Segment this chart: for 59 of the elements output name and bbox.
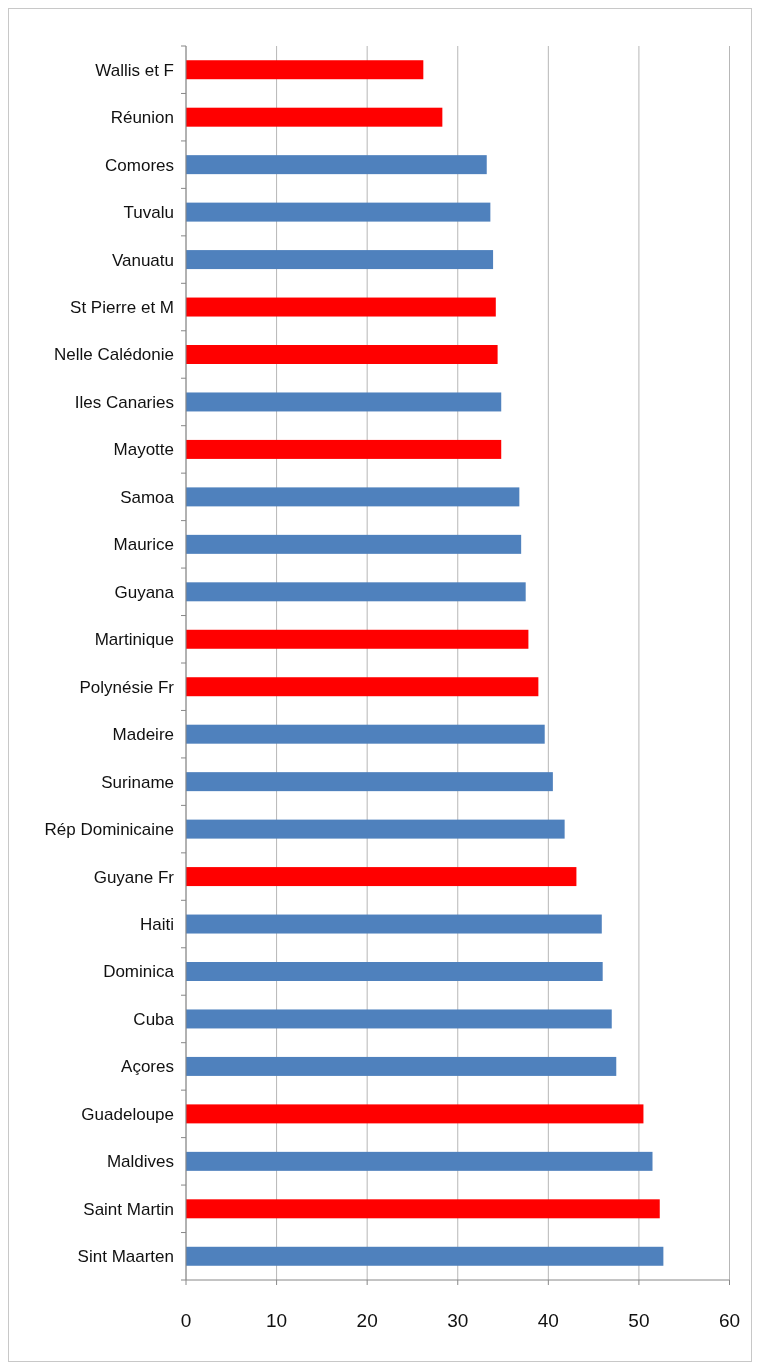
y-tick-label: Madeire	[112, 725, 174, 745]
y-tick-label: Guyana	[114, 582, 175, 602]
bar	[186, 1009, 612, 1029]
x-tick-label: 50	[628, 1310, 650, 1331]
y-tick-label: Wallis et F	[95, 60, 174, 80]
bar	[186, 1104, 644, 1124]
x-tick-label: 10	[266, 1310, 288, 1331]
y-tick-label: Guyane Fr	[93, 867, 175, 887]
bar	[186, 1246, 664, 1266]
bar	[186, 345, 498, 364]
bar	[186, 582, 526, 602]
bar	[186, 202, 491, 222]
bar	[186, 1151, 653, 1171]
y-tick-label: Suriname	[101, 772, 174, 792]
bar	[186, 155, 487, 175]
bar	[186, 392, 502, 412]
y-tick-label: St Pierre et M	[70, 297, 174, 317]
bar	[186, 487, 520, 507]
y-tick-label: Sint Maarten	[77, 1247, 174, 1267]
bar	[186, 819, 565, 839]
bar	[186, 914, 602, 934]
bar	[186, 724, 545, 744]
y-tick-label: Mayotte	[113, 440, 174, 460]
y-tick-label: Cuba	[133, 1009, 175, 1029]
bar	[186, 60, 424, 80]
y-tick-label: Haiti	[139, 914, 174, 934]
y-tick-label: Nelle Calédonie	[53, 345, 174, 365]
y-tick-label: Vanuatu	[111, 250, 174, 270]
x-tick-label: 40	[537, 1310, 559, 1331]
bar	[186, 1199, 660, 1219]
y-tick-label: Guadeloupe	[81, 1104, 174, 1124]
y-tick-label: Tuvalu	[123, 203, 174, 223]
bar	[186, 962, 603, 981]
bar	[186, 1056, 617, 1076]
bar	[186, 867, 577, 887]
bar	[186, 439, 502, 459]
y-tick-label: Comores	[105, 155, 174, 175]
y-tick-label: Maldives	[106, 1152, 174, 1172]
x-tick-label: 60	[718, 1310, 741, 1331]
bar	[186, 534, 522, 554]
bar	[186, 629, 529, 649]
x-tick-label: 30	[447, 1310, 469, 1331]
bar	[186, 107, 443, 127]
y-tick-label: Polynésie Fr	[79, 677, 175, 697]
bar	[186, 250, 494, 270]
y-tick-label: Iles Canaries	[74, 392, 174, 412]
y-tick-label: Réunion	[110, 108, 174, 128]
y-tick-label: Dominica	[103, 962, 175, 982]
y-tick-label: Samoa	[120, 487, 175, 507]
x-tick-label: 0	[180, 1310, 192, 1331]
y-tick-label: Maurice	[113, 535, 174, 555]
x-tick-label: 20	[356, 1310, 378, 1331]
y-tick-label: Martinique	[94, 630, 174, 650]
y-tick-label: Açores	[121, 1057, 174, 1077]
y-tick-label: Saint Martin	[83, 1199, 174, 1219]
y-tick-label: Rép Dominicaine	[44, 820, 174, 840]
bar	[186, 297, 496, 317]
bar	[186, 677, 539, 697]
bar	[186, 772, 553, 792]
